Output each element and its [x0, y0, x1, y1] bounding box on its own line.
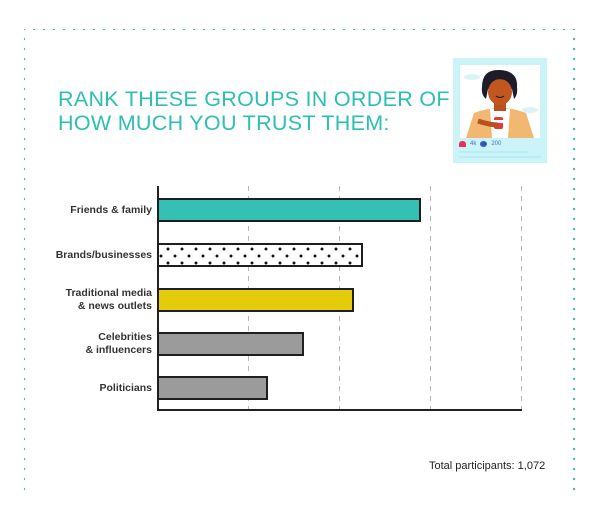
bar — [157, 198, 421, 222]
title-line-1: RANK THESE GROUPS IN ORDER OF — [58, 87, 450, 111]
heart-icon — [459, 141, 466, 147]
bar — [157, 288, 354, 312]
comment-icon — [480, 141, 488, 147]
category-label: Celebrities & influencers — [12, 331, 152, 357]
gridline — [521, 186, 522, 409]
category-label-line: & influencers — [85, 344, 152, 356]
category-label-line: & news outlets — [77, 300, 152, 312]
category-label: Brands/businesses — [12, 249, 152, 262]
category-label-line: Celebrities — [98, 331, 152, 343]
person-with-coffee-icon — [464, 69, 538, 138]
category-label-line: Politicians — [99, 381, 152, 394]
gridline — [430, 186, 431, 409]
caption-line — [459, 151, 529, 153]
bar — [157, 332, 304, 356]
x-axis — [157, 409, 522, 411]
post-stats: 4k 200 — [459, 141, 501, 147]
total-participants: Total participants: 1,072 — [429, 460, 546, 472]
likes-count: 4k — [470, 141, 477, 147]
person-photo — [460, 65, 540, 138]
bar — [157, 243, 363, 267]
chart-title: RANK THESE GROUPS IN ORDER OF HOW MUCH Y… — [58, 87, 450, 135]
category-label: Friends & family — [12, 204, 152, 217]
title-line-2: HOW MUCH YOU TRUST THEM: — [58, 111, 390, 135]
category-label-line: Brands/businesses — [55, 248, 152, 261]
category-label-line: Friends & family — [70, 203, 152, 216]
category-label: Politicians — [12, 382, 152, 395]
social-post-illustration: 4k 200 — [453, 58, 547, 163]
caption-line — [459, 156, 541, 158]
bar — [157, 376, 268, 400]
category-label-line: Traditional media — [65, 287, 152, 299]
category-label: Traditional media & news outlets — [12, 287, 152, 313]
comments-count: 200 — [491, 141, 502, 147]
